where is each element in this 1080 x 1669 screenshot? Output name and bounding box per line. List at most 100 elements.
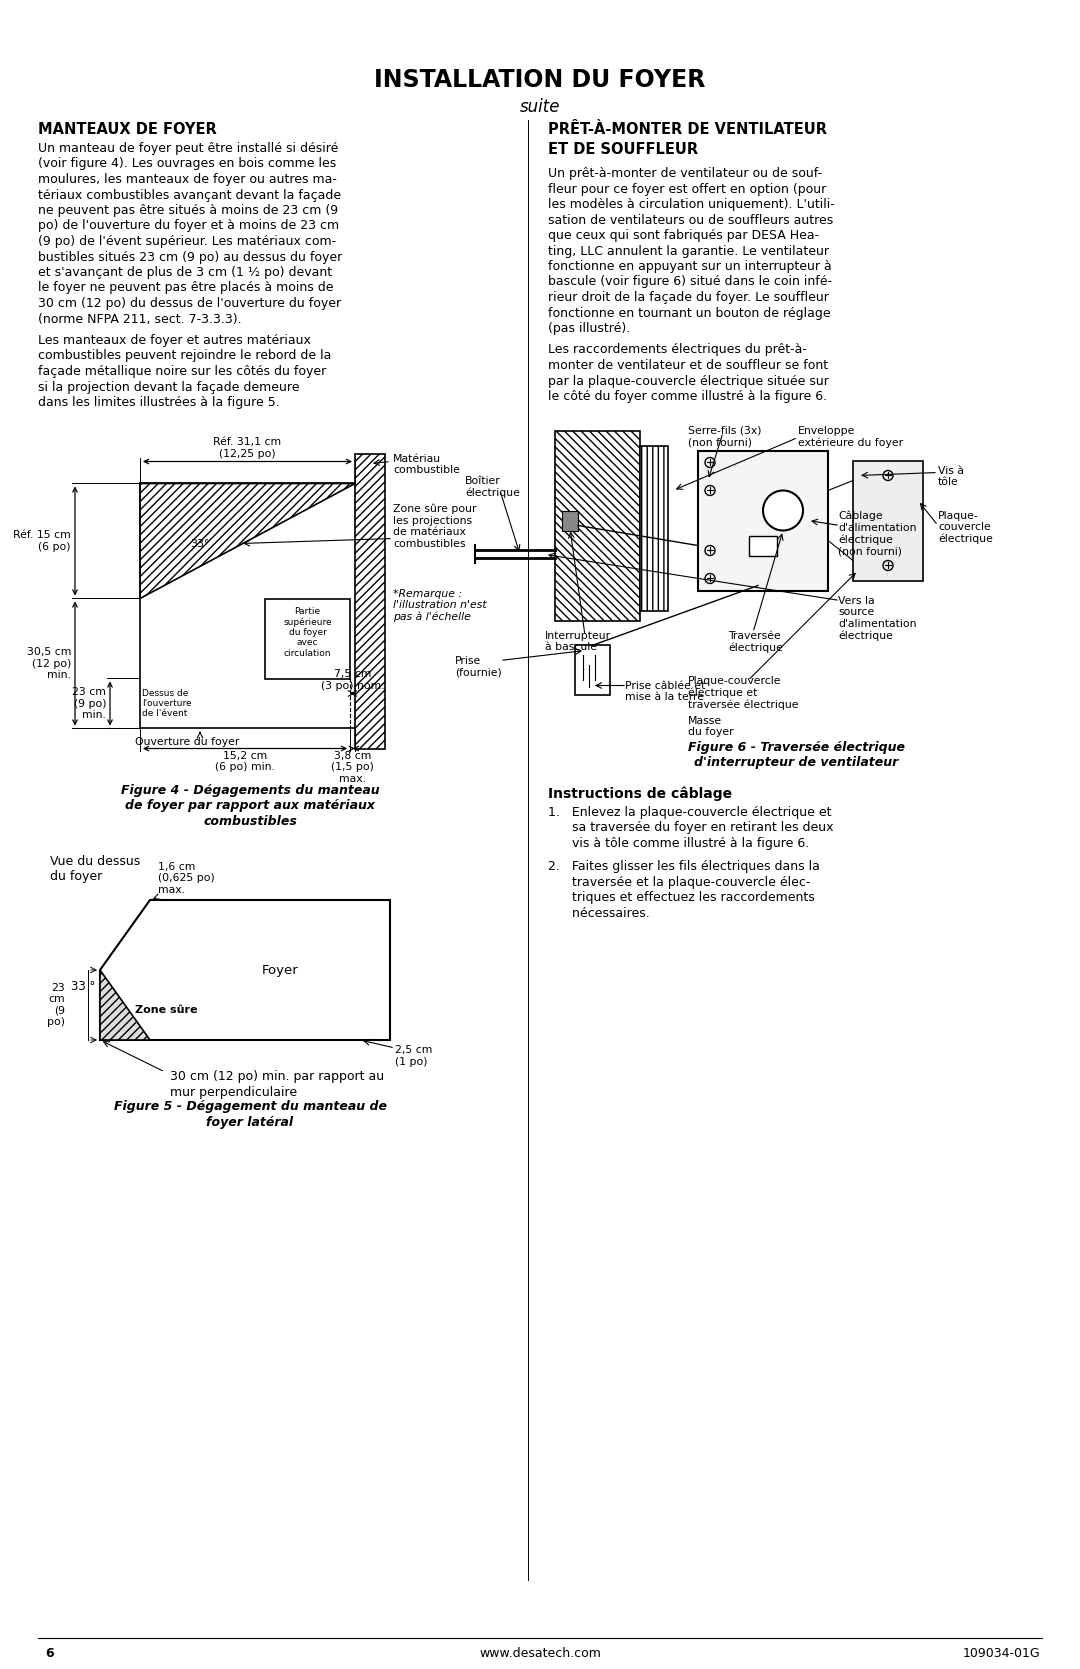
Bar	[575, 646, 610, 696]
Text: mur perpendiculaire: mur perpendiculaire	[170, 1085, 297, 1098]
Bar	[640, 446, 669, 611]
Text: façade métallique noire sur les côtés du foyer: façade métallique noire sur les côtés du…	[38, 366, 326, 377]
Text: Un prêt-à-monter de ventilateur ou de souf-: Un prêt-à-monter de ventilateur ou de so…	[548, 167, 822, 180]
Text: Ouverture du foyer: Ouverture du foyer	[135, 736, 240, 746]
Text: le côté du foyer comme illustré à la figure 6.: le côté du foyer comme illustré à la fig…	[548, 391, 827, 402]
Text: combustibles peuvent rejoindre le rebord de la: combustibles peuvent rejoindre le rebord…	[38, 349, 332, 362]
Text: 33°: 33°	[190, 539, 210, 549]
Bar	[355, 454, 384, 748]
Text: Figure 4 - Dégagements du manteau: Figure 4 - Dégagements du manteau	[121, 783, 379, 796]
Text: nécessaires.: nécessaires.	[548, 906, 650, 920]
Text: vis à tôle comme illustré à la figure 6.: vis à tôle comme illustré à la figure 6.	[548, 836, 809, 850]
Text: 1.   Enlevez la plaque-couvercle électrique et: 1. Enlevez la plaque-couvercle électriqu…	[548, 806, 832, 818]
Polygon shape	[140, 484, 355, 599]
Text: (pas illustré).: (pas illustré).	[548, 322, 631, 335]
Bar	[555, 431, 640, 621]
Text: triques et effectuez les raccordements: triques et effectuez les raccordements	[548, 891, 814, 905]
Text: ting, LLC annulent la garantie. Le ventilateur: ting, LLC annulent la garantie. Le venti…	[548, 244, 829, 257]
Text: (voir figure 4). Les ouvrages en bois comme les: (voir figure 4). Les ouvrages en bois co…	[38, 157, 336, 170]
Bar	[562, 511, 578, 531]
Text: Câblage
d'alimentation
électrique
(non fourni): Câblage d'alimentation électrique (non f…	[838, 511, 917, 556]
Text: 3,8 cm
(1,5 po)
max.: 3,8 cm (1,5 po) max.	[332, 751, 374, 784]
Text: Réf. 31,1 cm
(12,25 po): Réf. 31,1 cm (12,25 po)	[214, 437, 282, 459]
Text: et s'avançant de plus de 3 cm (1 ½ po) devant: et s'avançant de plus de 3 cm (1 ½ po) d…	[38, 265, 333, 279]
Text: 30 cm (12 po) du dessus de l'ouverture du foyer: 30 cm (12 po) du dessus de l'ouverture d…	[38, 297, 341, 310]
Text: Figure 6 - Traversée électrique: Figure 6 - Traversée électrique	[688, 741, 905, 753]
Text: Instructions de câblage: Instructions de câblage	[548, 786, 732, 801]
Text: Traversée
électrique: Traversée électrique	[728, 631, 783, 653]
Text: Les manteaux de foyer et autres matériaux: Les manteaux de foyer et autres matériau…	[38, 334, 311, 347]
Text: (norme NFPA 211, sect. 7-3.3.3).: (norme NFPA 211, sect. 7-3.3.3).	[38, 312, 242, 325]
Text: 23 cm
(9 po)
min.: 23 cm (9 po) min.	[72, 688, 106, 719]
Text: d'interrupteur de ventilateur: d'interrupteur de ventilateur	[694, 756, 899, 769]
Text: que ceux qui sont fabriqués par DESA Hea-: que ceux qui sont fabriqués par DESA Hea…	[548, 229, 819, 242]
Text: 2.   Faites glisser les fils électriques dans la: 2. Faites glisser les fils électriques d…	[548, 860, 820, 873]
Text: 23
cm
(9
po): 23 cm (9 po)	[48, 983, 65, 1028]
Text: 15,2 cm
(6 po) min.: 15,2 cm (6 po) min.	[215, 751, 275, 773]
Text: le foyer ne peuvent pas être placés à moins de: le foyer ne peuvent pas être placés à mo…	[38, 282, 334, 294]
Text: sa traversée du foyer en retirant les deux: sa traversée du foyer en retirant les de…	[548, 821, 834, 834]
Text: traversée et la plaque-couvercle élec-: traversée et la plaque-couvercle élec-	[548, 876, 810, 888]
Text: Prise câblée et
mise à la terre: Prise câblée et mise à la terre	[625, 681, 705, 703]
Text: sation de ventilateurs ou de souffleurs autres: sation de ventilateurs ou de souffleurs …	[548, 214, 834, 227]
Text: Les raccordements électriques du prêt-à-: Les raccordements électriques du prêt-à-	[548, 344, 807, 357]
Text: 1,6 cm
(0,625 po)
max.: 1,6 cm (0,625 po) max.	[158, 861, 215, 895]
Text: PRÊT-À-MONTER DE VENTILATEUR: PRÊT-À-MONTER DE VENTILATEUR	[548, 122, 827, 137]
Text: 30,5 cm
(12 po)
min.: 30,5 cm (12 po) min.	[27, 648, 71, 679]
Text: ET DE SOUFFLEUR: ET DE SOUFFLEUR	[548, 142, 698, 157]
Text: Prise
(fournie): Prise (fournie)	[455, 656, 502, 678]
Text: Un manteau de foyer peut être installé si désiré: Un manteau de foyer peut être installé s…	[38, 142, 338, 155]
Text: rieur droit de la façade du foyer. Le souffleur: rieur droit de la façade du foyer. Le so…	[548, 290, 828, 304]
Text: tériaux combustibles avançant devant la façade: tériaux combustibles avançant devant la …	[38, 189, 341, 202]
Text: Figure 5 - Dégagement du manteau de: Figure 5 - Dégagement du manteau de	[113, 1100, 387, 1113]
Text: combustibles: combustibles	[203, 814, 297, 828]
Text: Serre-fils (3x)
(non fourni): Serre-fils (3x) (non fourni)	[688, 426, 761, 447]
Text: foyer latéral: foyer latéral	[206, 1115, 294, 1128]
Text: de foyer par rapport aux matériaux: de foyer par rapport aux matériaux	[125, 799, 375, 813]
Text: par la plaque-couvercle électrique située sur: par la plaque-couvercle électrique situé…	[548, 374, 828, 387]
Text: si la projection devant la façade demeure: si la projection devant la façade demeur…	[38, 381, 299, 394]
Text: Vis à
tôle: Vis à tôle	[939, 466, 964, 487]
Text: moulures, les manteaux de foyer ou autres ma-: moulures, les manteaux de foyer ou autre…	[38, 174, 337, 185]
Text: Zone sûre: Zone sûre	[135, 1005, 198, 1015]
Text: Plaque-couvercle
électrique et
traversée électrique: Plaque-couvercle électrique et traversée…	[688, 676, 798, 709]
Text: 109034-01G: 109034-01G	[962, 1647, 1040, 1659]
Text: MANTEAUX DE FOYER: MANTEAUX DE FOYER	[38, 122, 217, 137]
Circle shape	[762, 491, 804, 531]
Text: dans les limites illustrées à la figure 5.: dans les limites illustrées à la figure …	[38, 396, 280, 409]
Text: 30 cm (12 po) min. par rapport au: 30 cm (12 po) min. par rapport au	[170, 1070, 384, 1083]
Text: Dessus de
l'ouverture
de l'évent: Dessus de l'ouverture de l'évent	[141, 689, 191, 718]
Text: fonctionne en tournant un bouton de réglage: fonctionne en tournant un bouton de régl…	[548, 307, 831, 319]
Text: Vue du dessus
du foyer: Vue du dessus du foyer	[50, 855, 140, 883]
Text: Matériau
combustible: Matériau combustible	[393, 454, 460, 476]
Bar	[265, 599, 350, 679]
Text: bascule (voir figure 6) situé dans le coin infé-: bascule (voir figure 6) situé dans le co…	[548, 275, 832, 289]
Text: 7,5 cm
(3 po) nom.: 7,5 cm (3 po) nom.	[321, 669, 384, 691]
Bar	[853, 461, 923, 581]
Polygon shape	[100, 970, 150, 1040]
Text: suite: suite	[519, 98, 561, 117]
Text: Enveloppe
extérieure du foyer: Enveloppe extérieure du foyer	[798, 426, 903, 447]
Text: Zone sûre pour
les projections
de matériaux
combustibles: Zone sûre pour les projections de matéri…	[393, 504, 476, 549]
Text: Vers la
source
d'alimentation
électrique: Vers la source d'alimentation électrique	[838, 596, 917, 641]
Text: Plaque-
couvercle
électrique: Plaque- couvercle électrique	[939, 511, 993, 544]
Text: Réf. 15 cm
(6 po): Réf. 15 cm (6 po)	[13, 531, 71, 552]
Text: fonctionne en appuyant sur un interrupteur à: fonctionne en appuyant sur un interrupte…	[548, 260, 832, 274]
Text: Masse
du foyer: Masse du foyer	[688, 716, 733, 738]
Text: Foyer: Foyer	[261, 963, 298, 976]
Text: bustibles situés 23 cm (9 po) au dessus du foyer: bustibles situés 23 cm (9 po) au dessus …	[38, 250, 342, 264]
Text: 33 °: 33 °	[70, 980, 95, 993]
Text: *Remarque :
l'illustration n'est
pas à l'échelle: *Remarque : l'illustration n'est pas à l…	[393, 589, 487, 623]
Text: monter de ventilateur et de souffleur se font: monter de ventilateur et de souffleur se…	[548, 359, 828, 372]
Text: www.desatech.com: www.desatech.com	[480, 1647, 600, 1659]
Text: INSTALLATION DU FOYER: INSTALLATION DU FOYER	[375, 68, 705, 92]
Text: Boîtier
électrique: Boîtier électrique	[465, 476, 519, 497]
Text: Interrupteur
à bascule: Interrupteur à bascule	[545, 631, 611, 653]
Text: ne peuvent pas être situés à moins de 23 cm (9: ne peuvent pas être situés à moins de 23…	[38, 204, 338, 217]
Text: (9 po) de l'évent supérieur. Les matériaux com-: (9 po) de l'évent supérieur. Les matéria…	[38, 235, 336, 249]
Text: les modèles à circulation uniquement). L'utili-: les modèles à circulation uniquement). L…	[548, 199, 835, 210]
Text: 6: 6	[45, 1647, 54, 1659]
Text: fleur pour ce foyer est offert en option (pour: fleur pour ce foyer est offert en option…	[548, 182, 826, 195]
Bar	[698, 451, 828, 591]
Text: po) de l'ouverture du foyer et à moins de 23 cm: po) de l'ouverture du foyer et à moins d…	[38, 220, 339, 232]
